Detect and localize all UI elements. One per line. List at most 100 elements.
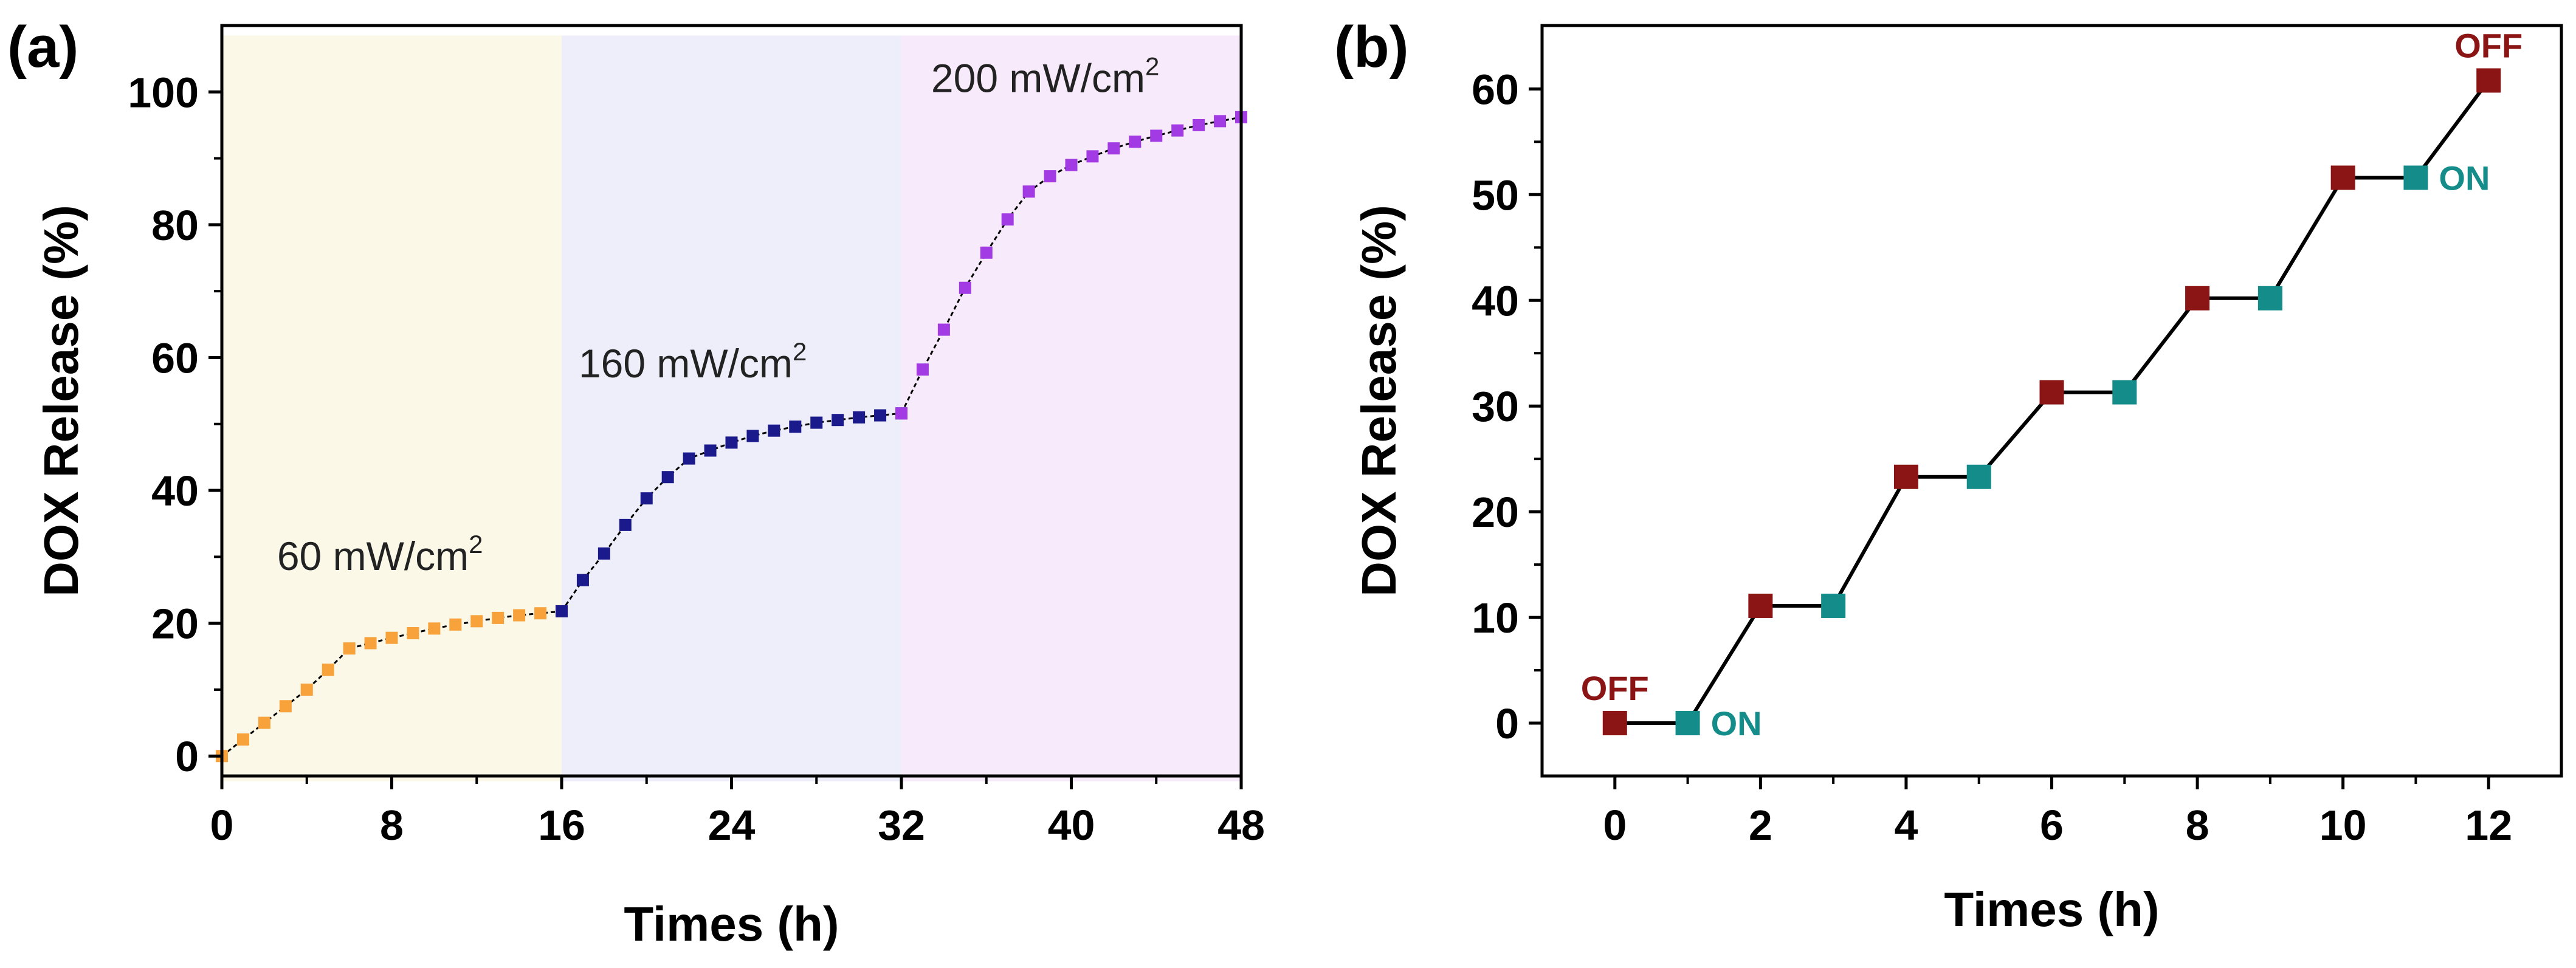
data-point [895,407,907,420]
y-tick-label: 40 [1472,277,1519,324]
y-tick-label: 30 [1472,383,1519,430]
y-tick-label: 40 [151,467,199,515]
data-point [768,424,780,437]
data-point-on [2403,165,2428,190]
data-point-on [1966,464,1991,489]
y-tick-label: 0 [1495,700,1519,747]
panel-a-x-ticks: 0 8 16 24 32 40 48 [210,776,1265,849]
x-tick-label: 48 [1217,802,1265,849]
region-label-text: 160 mW/cm [579,341,793,386]
data-point [746,430,759,442]
data-point [385,631,398,644]
data-point-off [1602,711,1627,736]
panel-a-series [216,111,1247,763]
panel-b-y-axis-title: DOX Release (%) [1352,205,1406,597]
data-point [916,363,929,376]
data-point [725,436,738,449]
data-point-on [1675,711,1700,736]
panel-a-label: (a) [7,15,78,80]
x-tick-label: 32 [878,802,925,849]
data-point [407,627,419,640]
data-point [1022,185,1035,198]
data-point [428,622,441,635]
data-point [1107,142,1120,155]
data-point [640,492,653,505]
y-tick-label: 20 [1472,489,1519,536]
y-tick-label: 100 [128,69,199,116]
data-point-off [2330,165,2355,190]
x-tick-label: 12 [2465,802,2512,849]
data-point [1065,159,1078,171]
y-tick-label: 50 [1472,171,1519,219]
y-tick-label: 10 [1472,594,1519,642]
data-point [704,444,717,457]
x-tick-label: 16 [538,802,585,849]
region-label-text: 60 mW/cm [277,534,469,578]
data-point [513,609,526,622]
data-point-on [2112,380,2137,405]
data-point [1129,136,1142,148]
data-point [980,246,993,259]
data-point [556,605,568,617]
data-point [1171,124,1184,137]
panel-a-x-axis-title: Times (h) [624,897,839,951]
y-tick-label: 20 [151,600,199,648]
data-point [683,452,695,465]
panel-b-on-off-labels: OFF ON ON OFF [1581,26,2523,743]
y-tick-label: 60 [1472,66,1519,113]
panel-a-y-axis-title: DOX Release (%) [34,205,88,597]
panel-a-regions [222,35,1241,781]
x-tick-label: 4 [1894,802,1918,849]
data-point-on [1821,593,1846,618]
state-label: OFF [2454,26,2523,64]
power-region-background [562,35,901,781]
panel-b-y-ticks: 0 10 20 30 40 50 60 [1472,66,1542,747]
data-point [470,615,483,628]
panel-b-x-axis-title: Times (h) [1944,882,2159,936]
region-label-superscript: 2 [793,337,807,366]
data-point [1193,118,1205,131]
data-point [1001,213,1014,226]
x-tick-label: 0 [210,802,234,849]
data-point [1214,115,1227,128]
region-label-text: 200 mW/cm [931,55,1145,100]
data-point [258,716,270,729]
y-tick-label: 80 [151,202,199,249]
data-point-off [1748,593,1773,618]
data-point [1150,129,1163,142]
panel-b-label: (b) [1334,15,1409,80]
data-point [789,420,802,433]
data-point [300,683,313,696]
panel-b-chart: OFF ON ON OFF 0 2 4 6 8 10 12 0 10 20 30 40 50 60 Times… [1334,15,2563,936]
power-region-background [901,35,1241,781]
data-point [1086,150,1099,163]
region-label: 200 mW/cm2 [931,52,1159,100]
y-tick-label: 0 [175,733,199,780]
x-tick-label: 40 [1048,802,1095,849]
data-point-off [2039,380,2064,405]
x-tick-label: 10 [2319,802,2367,849]
data-point [1044,170,1056,183]
panel-a-y-ticks: 0 20 40 60 80 100 [128,69,222,780]
data-point [492,611,505,624]
x-tick-label: 8 [380,802,404,849]
data-point [661,471,674,484]
data-point [322,664,334,676]
panel-b-x-ticks: 0 2 4 6 8 10 12 [1603,776,2512,849]
data-point [576,574,589,586]
x-tick-label: 2 [1749,802,1772,849]
data-point [279,700,292,713]
region-label-superscript: 2 [1145,52,1159,80]
data-point-off [2476,68,2501,93]
region-label-superscript: 2 [469,530,483,558]
state-label: ON [2439,159,2490,197]
data-point [236,733,249,746]
data-point [449,618,462,631]
data-point [853,411,866,424]
data-point [598,547,610,560]
data-point [810,416,823,429]
region-label: 160 mW/cm2 [579,337,807,386]
panel-b-series [1602,68,2501,736]
x-tick-label: 0 [1603,802,1627,849]
